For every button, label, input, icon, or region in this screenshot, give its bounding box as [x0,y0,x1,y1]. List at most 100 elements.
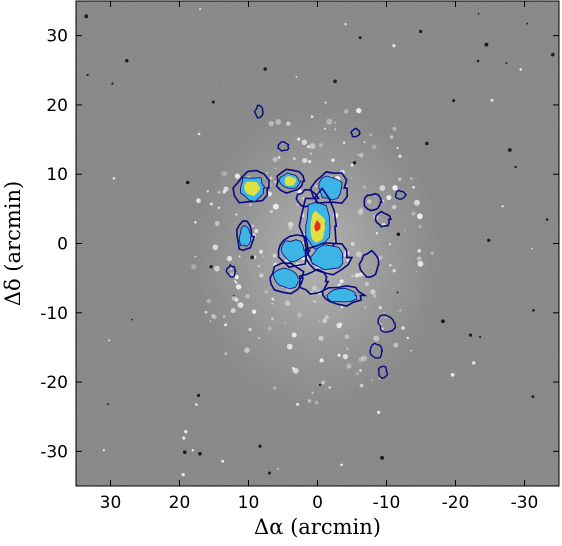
contour-level-2 [326,287,358,303]
galaxy-knot [361,355,368,362]
galaxy-knot [230,267,233,271]
x-axis: 30 20 10 0 -10 -20 -30 [100,1,538,513]
galaxy-knot [369,133,373,137]
galaxy-knot [331,158,335,162]
galaxy-knot [297,312,303,318]
x-axis-label: Δα (arcmin) [254,515,381,539]
x-tick-label: 20 [169,493,191,513]
galaxy-knot [234,274,239,280]
galaxy-knot [339,279,344,284]
galaxy-knot [324,101,327,104]
field-star [344,23,347,26]
contour-outer [350,127,361,138]
field-star [295,75,298,78]
galaxy-knot [392,185,398,191]
field-star [468,333,473,337]
galaxy-knot [362,185,367,189]
galaxy-knot [297,137,301,141]
field-star [532,309,535,312]
x-tick-label: -10 [373,493,401,513]
galaxy-knot [272,386,277,390]
galaxy-knot [314,401,319,405]
galaxy-knot [302,158,308,164]
galaxy-knot [385,316,387,319]
galaxy-knot [379,185,386,192]
contour-level-1 [374,210,392,228]
galaxy-knot [388,243,391,246]
contour-level-1 [232,169,270,204]
field-star [191,449,195,452]
galaxy-knot [248,327,252,332]
contour-outer [225,263,237,278]
contour-level-1 [269,262,305,295]
field-star [342,141,346,144]
galaxy-knot [417,248,422,253]
field-star [86,73,89,76]
field-star [131,318,133,321]
galaxy-knot [307,399,312,403]
galaxy-knot [344,334,350,340]
galaxy-knot [378,305,382,310]
contour-level-2 [318,175,343,201]
field-star [250,255,255,260]
galaxy-knot [271,298,275,301]
field-star [392,44,396,48]
x-tick-label: 10 [238,493,260,513]
galaxy-knot [235,281,238,284]
galaxy-knot [404,229,406,232]
field-star [519,68,522,71]
galaxy-knot [410,349,413,352]
y-tick-label: 20 [46,96,68,116]
galaxy-knot [342,354,349,360]
contour-layer [225,104,408,379]
galaxy-knot [234,173,241,179]
galaxy-knot [222,314,226,318]
galaxy-knot [259,249,263,254]
galaxy-knot [359,152,364,158]
galaxy-knot [193,220,197,224]
galaxy-knot [415,270,418,273]
galaxy-knot [319,358,324,363]
contour-outer [369,342,384,359]
galaxy-knot [357,209,364,216]
galaxy-knot [209,202,213,206]
galaxy-knot [346,259,349,262]
field-star [531,247,533,250]
field-star [318,383,322,387]
galaxy-knot [265,172,268,175]
field-star [182,450,187,455]
galaxy-knot [196,198,201,204]
field-star [531,395,535,399]
field-star [185,180,190,185]
galaxy-knot [249,203,252,207]
contour-outer [377,365,389,379]
galaxy-knot [430,251,434,255]
galaxy-knot [211,314,217,320]
galaxy-knot [291,332,297,338]
galaxy-knot [269,209,274,214]
galaxy-knot [399,309,402,312]
field-star [396,232,401,237]
field-star [182,436,186,440]
galaxy-knot [214,221,220,226]
galaxy-knot [386,194,392,201]
galaxy-knot [257,264,260,268]
galaxy-knot [272,203,279,210]
galaxy-knot [288,221,294,228]
galaxy-knot [272,253,277,258]
galaxy-knot [378,377,381,380]
galaxy-knot [396,147,399,150]
galaxy-knot [212,244,219,251]
galaxy-knot [324,127,326,130]
contour-level-1 [321,284,368,307]
galaxy-knot [314,185,318,188]
galaxy-knot [286,343,293,350]
galaxy-knot [401,326,405,330]
galaxy-knot [264,289,268,294]
contour-level-1 [304,242,354,276]
field-star [195,403,198,406]
galaxy-knot [251,224,254,227]
galaxy-knot [336,322,342,329]
field-star [501,205,504,208]
field-star [352,161,357,165]
